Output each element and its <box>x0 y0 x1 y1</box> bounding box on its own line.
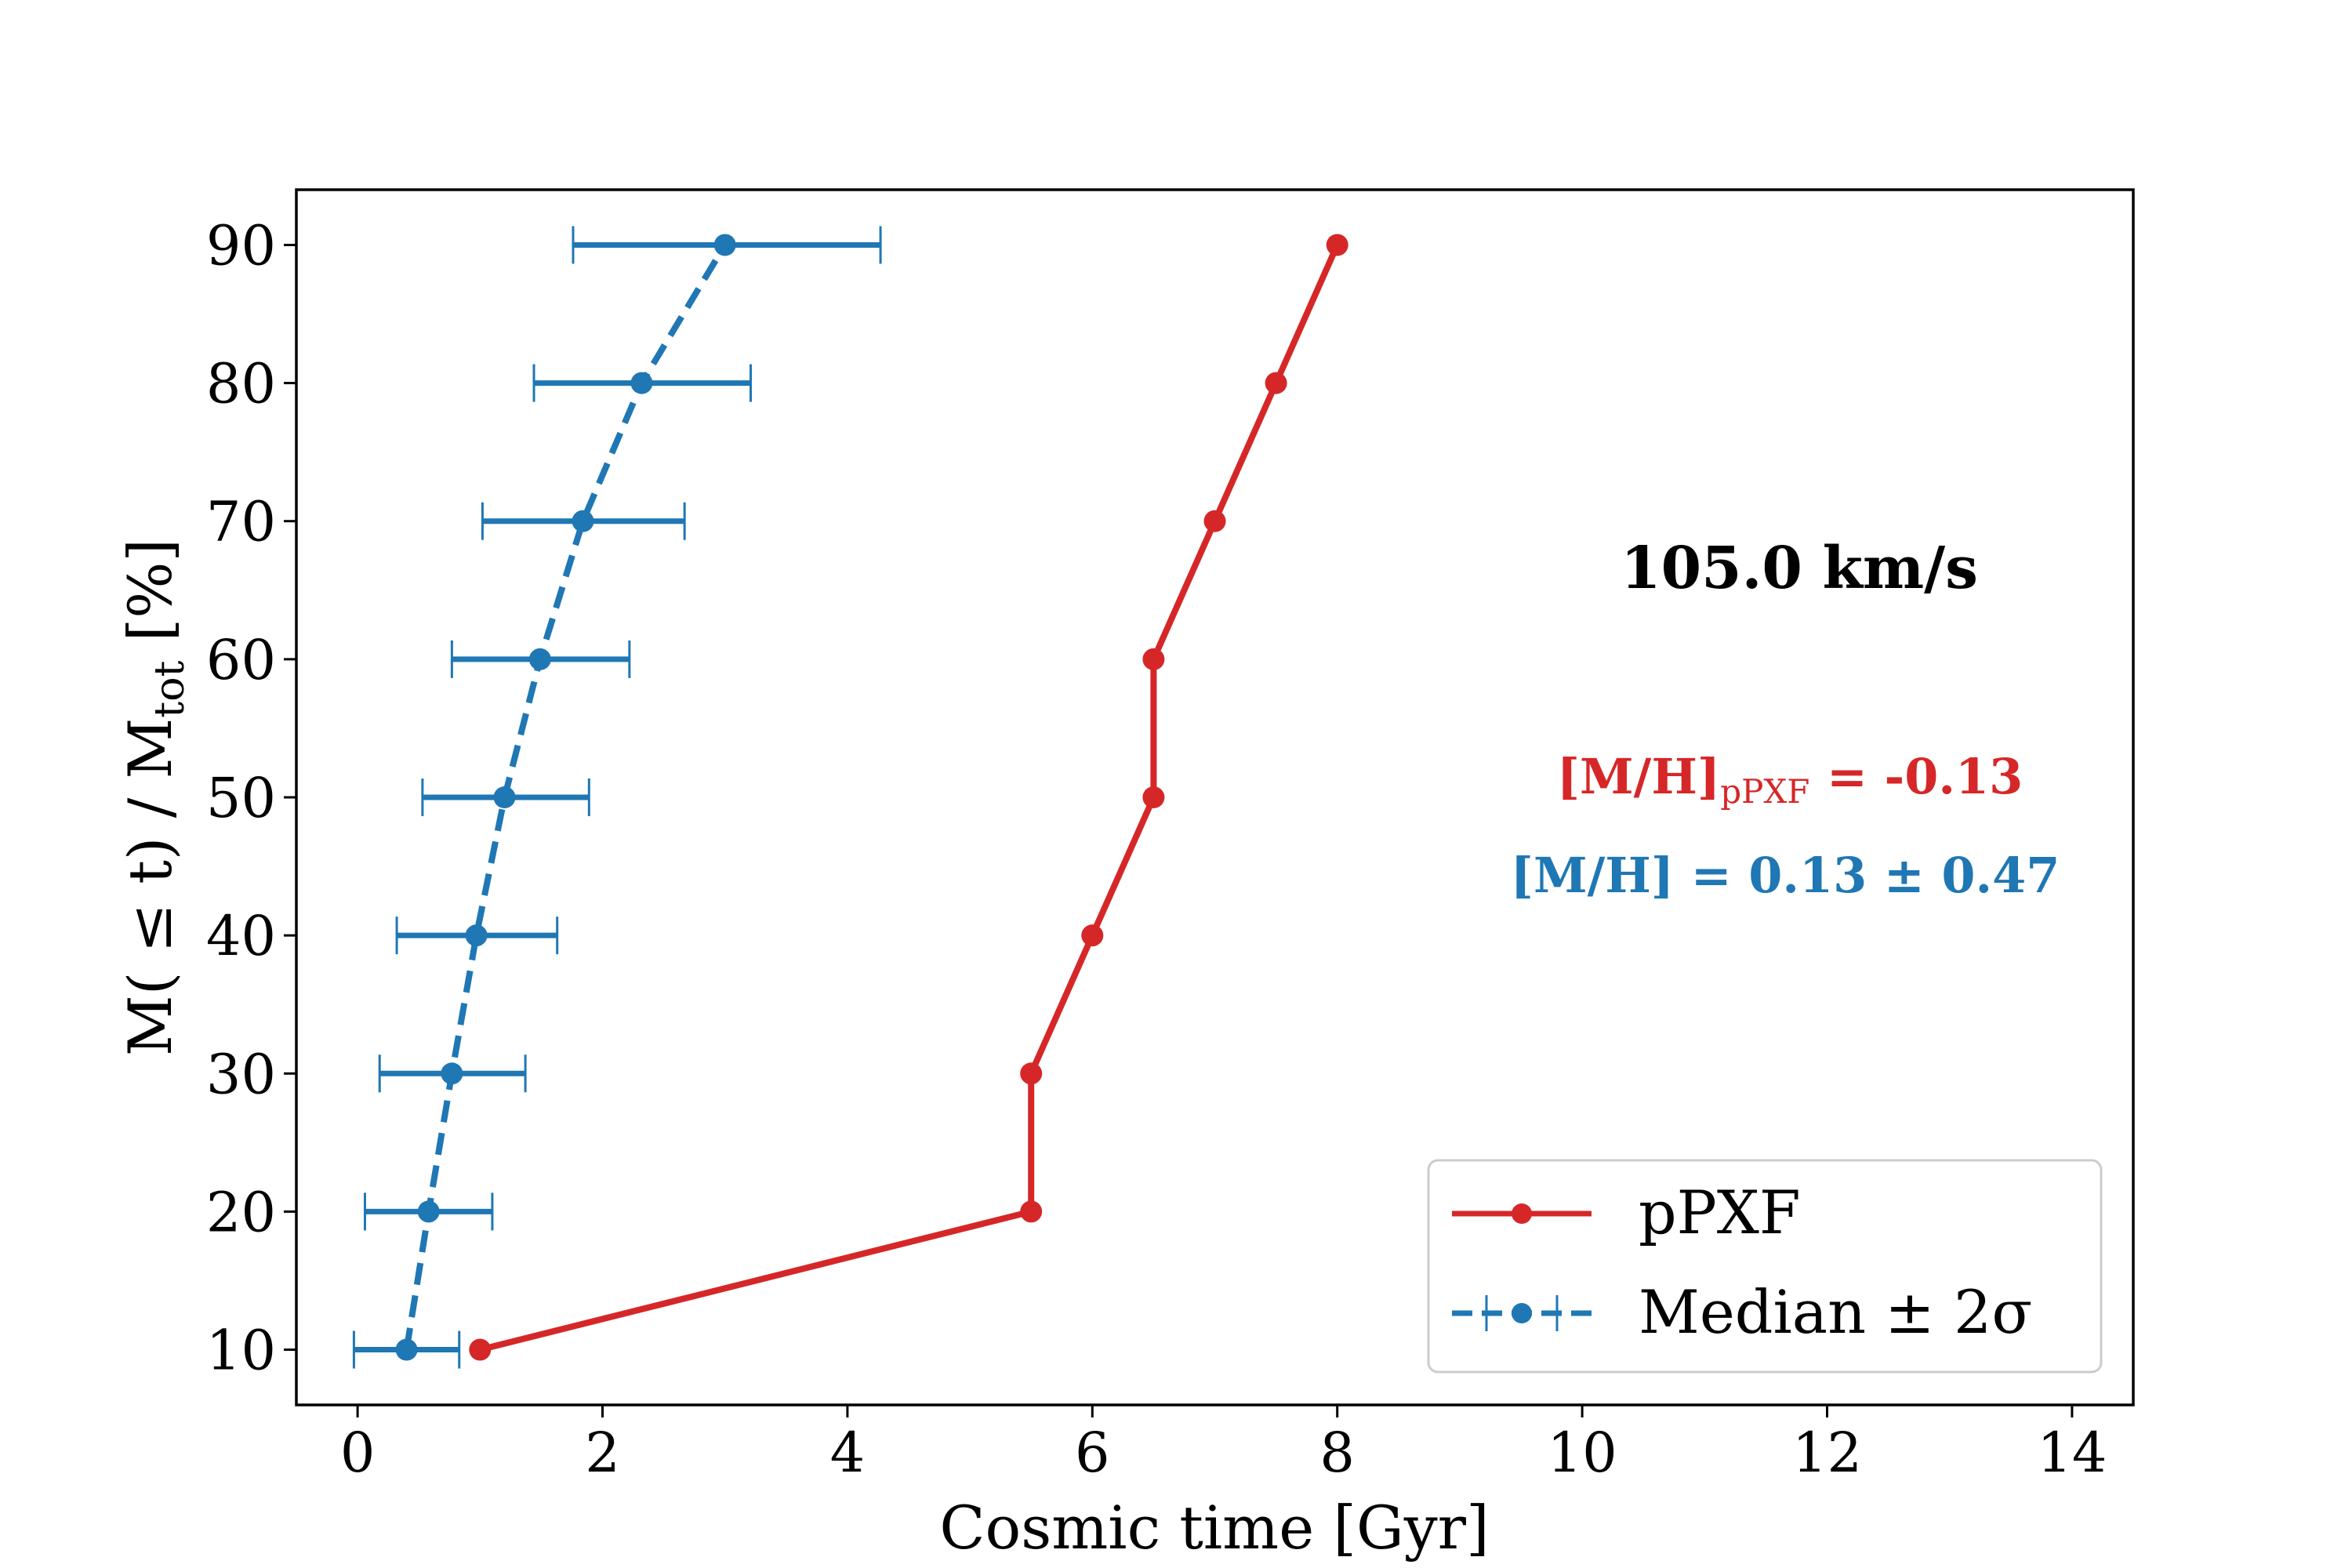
x-tick-label-0: 0 <box>340 1421 376 1485</box>
ppxf-point-30 <box>1020 1062 1043 1085</box>
y-tick-label-40: 40 <box>206 904 276 968</box>
axis-ticks: 0 2 4 6 8 10 12 14 10 20 30 40 50 60 70 80 90 <box>206 213 2107 1485</box>
mh-median-annotation: [M/H] = 0.13 ± 0.47 <box>1511 847 2060 904</box>
legend: pPXF Median ± 2σ <box>1427 1159 2103 1374</box>
ppxf-point-10 <box>469 1338 492 1361</box>
x-tick-label-4: 4 <box>830 1421 866 1485</box>
legend-ppxf-marker <box>1512 1203 1532 1224</box>
median-point-70 <box>572 510 594 532</box>
median-point-80 <box>630 372 653 394</box>
x-tick-label-2: 2 <box>585 1421 620 1485</box>
y-axis-title-sub: tot <box>147 660 194 717</box>
legend-box <box>1427 1159 2103 1374</box>
x-tick-label-6: 6 <box>1075 1421 1110 1485</box>
mh-ppxf-tail: = -0.13 <box>1809 748 2023 805</box>
series-median <box>352 226 882 1369</box>
series-layer <box>352 226 1348 1369</box>
x-axis-title: Cosmic time [Gyr] <box>939 1493 1489 1563</box>
mh-ppxf-sub: pPXF <box>1720 772 1809 811</box>
velocity-annotation: 105.0 km/s <box>1621 535 1978 602</box>
mh-ppxf-main: [M/H] <box>1557 748 1721 805</box>
ppxf-line <box>479 243 1341 1353</box>
median-point-10 <box>395 1338 418 1361</box>
ppxf-point-60 <box>1142 648 1165 670</box>
legend-median-label: Median ± 2σ <box>1639 1277 2032 1347</box>
median-point-90 <box>713 234 736 256</box>
mh-ppxf-annotation: [M/H]pPXF = -0.13 <box>1557 748 2024 811</box>
x-tick-label-8: 8 <box>1319 1421 1355 1485</box>
x-tick-label-10: 10 <box>1548 1421 1617 1485</box>
y-tick-label-80: 80 <box>206 352 276 416</box>
y-tick-label-50: 50 <box>206 766 276 830</box>
series-ppxf <box>469 234 1348 1361</box>
y-tick-label-10: 10 <box>206 1319 276 1383</box>
y-tick-label-20: 20 <box>206 1180 276 1244</box>
ppxf-point-80 <box>1265 372 1287 394</box>
y-tick-label-70: 70 <box>206 490 276 554</box>
y-axis-title-tail: [%] <box>115 539 185 661</box>
median-point-50 <box>493 786 516 808</box>
x-tick-label-12: 12 <box>1792 1421 1862 1485</box>
ppxf-point-50 <box>1142 786 1165 808</box>
y-tick-label-30: 30 <box>206 1042 276 1106</box>
median-point-60 <box>528 648 551 670</box>
y-axis-title: M( ≤ t) / Mtot [%] <box>115 539 194 1056</box>
median-point-30 <box>441 1062 463 1085</box>
x-tick-label-14: 14 <box>2037 1421 2107 1485</box>
median-point-40 <box>465 924 488 947</box>
ppxf-point-40 <box>1081 924 1104 947</box>
median-point-20 <box>417 1200 440 1223</box>
y-tick-label-90: 90 <box>206 213 276 278</box>
legend-median-marker <box>1512 1303 1532 1323</box>
y-tick-label-60: 60 <box>206 628 276 692</box>
ppxf-point-70 <box>1203 510 1226 532</box>
y-axis-title-main: M( ≤ t) / M <box>115 718 185 1056</box>
ppxf-point-20 <box>1020 1200 1043 1223</box>
ppxf-point-90 <box>1326 234 1348 256</box>
legend-ppxf-label: pPXF <box>1639 1178 1801 1247</box>
